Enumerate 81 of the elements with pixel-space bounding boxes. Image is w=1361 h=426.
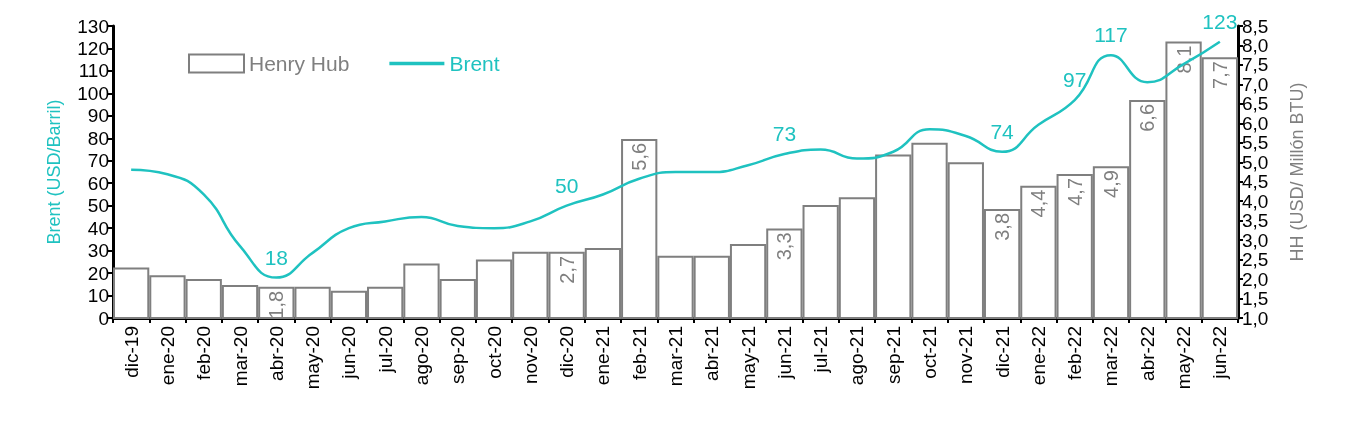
data-label: 123: [1202, 9, 1238, 33]
y-tick-label: 130: [77, 15, 109, 37]
data-label: 18: [264, 245, 288, 269]
y2-tick-label: 7,5: [1242, 54, 1269, 76]
y2-axis-title: HH (USD/ Millón BTU): [1287, 82, 1307, 262]
x-tick-label: ago-21: [846, 326, 868, 386]
x-tick-label: feb-22: [1064, 326, 1086, 380]
x-tick-label: abr-22: [1136, 326, 1158, 381]
x-tick-label: jun-22: [1209, 326, 1231, 380]
x-tick-label: dic-19: [120, 326, 142, 378]
data-label: 73: [772, 122, 797, 146]
x-tick-label: feb-20: [193, 326, 215, 380]
y2-tick-label: 1,0: [1242, 307, 1269, 329]
x-tick-label: may-22: [1173, 326, 1195, 390]
y2-tick-label: 7,0: [1242, 73, 1269, 95]
x-tick-label: ene-22: [1027, 326, 1049, 386]
data-label: 4,4: [1027, 189, 1050, 218]
y-tick-label: 30: [87, 240, 109, 262]
x-tick-label: mar-20: [229, 326, 251, 387]
y-tick-label: 110: [78, 60, 109, 82]
y-axis-title: Brent (USD/Barril): [44, 99, 64, 245]
y2-tick-label: 1,5: [1242, 288, 1269, 310]
y-tick-label: 120: [77, 37, 109, 59]
x-tick-label: ene-20: [156, 326, 178, 386]
x-tick-label: feb-21: [628, 326, 650, 380]
y2-tick-label: 3,5: [1242, 210, 1269, 232]
y2-tick-label: 2,0: [1242, 268, 1269, 290]
x-tick-label: sep-21: [882, 326, 904, 385]
x-tick-label: ago-20: [410, 326, 432, 386]
legend-label: Brent: [449, 52, 500, 75]
y2-tick-label: 6,5: [1242, 93, 1269, 115]
y2-tick-label: 4,5: [1242, 171, 1269, 193]
x-tick-label: nov-21: [955, 326, 977, 385]
y2-tick-label: 5,5: [1242, 132, 1269, 154]
data-label: 5,6: [628, 142, 651, 171]
x-tick-label: sep-20: [447, 326, 469, 385]
y-tick-label: 60: [87, 172, 109, 194]
data-label: 3,3: [773, 232, 796, 261]
y-tick-label: 50: [87, 195, 109, 217]
x-tick-label: oct-20: [483, 326, 505, 379]
x-tick-label: abr-21: [701, 326, 723, 381]
y-tick-label: 0: [98, 307, 109, 329]
x-tick-label: may-20: [302, 326, 324, 390]
y2-tick-label: 2,5: [1242, 249, 1269, 271]
y-tick-label: 10: [87, 285, 109, 307]
data-label: 1,8: [265, 290, 288, 319]
y-tick-label: 40: [87, 217, 109, 239]
data-label: 7,7: [1208, 61, 1231, 89]
data-label: 117: [1094, 23, 1128, 47]
x-tick-label: ene-21: [592, 326, 614, 386]
x-tick-label: abr-20: [265, 326, 287, 381]
x-tick-label: nov-20: [519, 326, 541, 385]
data-label: 74: [990, 119, 1015, 143]
x-tick-label: jul-20: [374, 326, 396, 374]
x-tick-label: may-21: [737, 326, 759, 390]
y-tick-label: 80: [87, 127, 109, 149]
data-label: 4,7: [1063, 177, 1086, 206]
data-label: 6,6: [1136, 103, 1159, 132]
data-label: 3,8: [991, 212, 1014, 241]
x-tick-label: dic-21: [991, 326, 1013, 378]
x-tick-label: jun-21: [773, 326, 795, 380]
y2-tick-label: 6,0: [1242, 112, 1269, 134]
y-tick-label: 100: [77, 82, 109, 104]
data-label: 4,9: [1099, 170, 1122, 198]
legend-label: Henry Hub: [249, 52, 350, 75]
x-tick-label: oct-21: [919, 326, 941, 379]
y2-tick-label: 4,0: [1242, 190, 1269, 212]
x-tick-label: dic-20: [556, 326, 578, 378]
y2-tick-label: 3,0: [1242, 229, 1269, 251]
x-tick-label: mar-22: [1100, 326, 1122, 387]
data-label: 50: [554, 173, 579, 197]
data-label: 2,7: [555, 255, 578, 284]
x-tick-label: mar-21: [665, 326, 686, 387]
x-tick-label: jun-20: [338, 326, 360, 380]
y-tick-label: 20: [87, 262, 109, 284]
y-tick-label: 70: [87, 150, 109, 172]
y-tick-label: 90: [87, 105, 109, 127]
y2-tick-label: 5,0: [1242, 151, 1269, 173]
x-tick-label: jul-21: [810, 326, 832, 374]
y2-tick-label: 8,5: [1242, 15, 1269, 37]
data-label: 97: [1063, 68, 1087, 92]
